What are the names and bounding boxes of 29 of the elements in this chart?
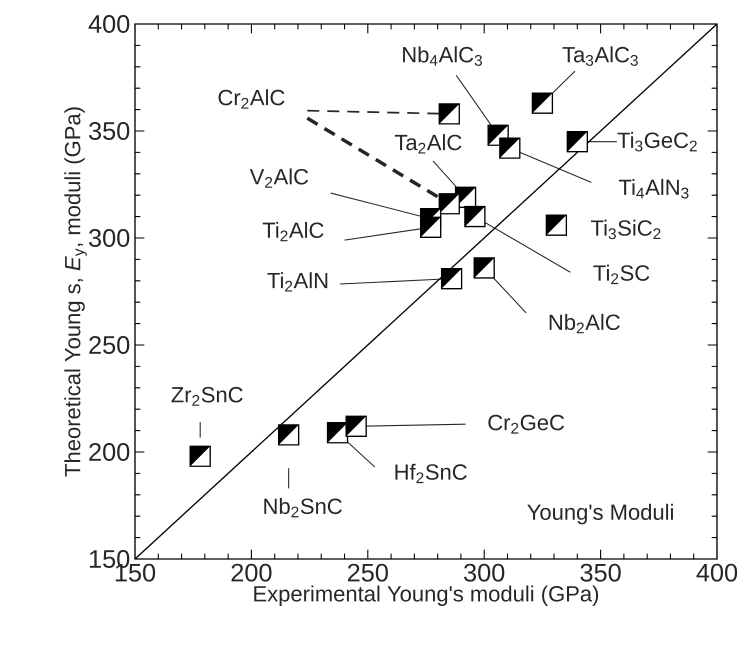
annotation: Ti$_{2}$AlN [267, 272, 328, 292]
annotation: Ti$_{3}$GeC$_{2}$ [618, 132, 697, 152]
x-axis-title: Experimental Young's moduli (GPa) [254, 585, 598, 606]
annotation: Zr$_{2}$SnC [171, 386, 243, 406]
x-tick-label: 200 [232, 564, 272, 582]
y-axis-title: Theoretical Young s, E$_{y}$, moduli (GPa) [64, 107, 87, 476]
annotation: Ti$_{2}$SC [593, 264, 650, 284]
annotation: Nb$_{2}$AlC [550, 314, 620, 334]
x-tick-label: 300 [464, 564, 504, 582]
annotation: Ti$_{4}$AlN$_{3}$ [618, 179, 688, 199]
y-tick-label: 250 [89, 336, 130, 354]
annotation: V$_{2}$AlC [250, 168, 308, 188]
annotation: Ti$_{3}$SiC$_{2}$ [590, 220, 660, 240]
annotation: Ti$_{2}$AlC [262, 222, 324, 242]
annotation: Hf$_{2}$SnC [395, 464, 467, 484]
y-tick-label: 300 [88, 229, 130, 247]
y-tick-label: 400 [88, 15, 130, 33]
y-tick-label: 350 [88, 122, 130, 140]
annotation: Nb$_{2}$SnC [264, 498, 342, 518]
y-tick-label: 200 [89, 443, 130, 461]
x-tick-label: 400 [696, 564, 738, 582]
annotation: Nb$_{4}$AlC$_{3}$ [403, 46, 482, 66]
annotation: Young's Moduli [527, 504, 673, 524]
annotation: Ta$_{3}$AlC$_{3}$ [562, 46, 638, 66]
x-tick-label: 350 [580, 564, 621, 582]
annotation: Ta$_{2}$AlC [394, 134, 462, 154]
annotation: Cr$_{2}$AlC [218, 89, 285, 109]
x-tick-label: 250 [348, 564, 388, 582]
annotation: Cr$_{2}$GeC [488, 414, 564, 434]
